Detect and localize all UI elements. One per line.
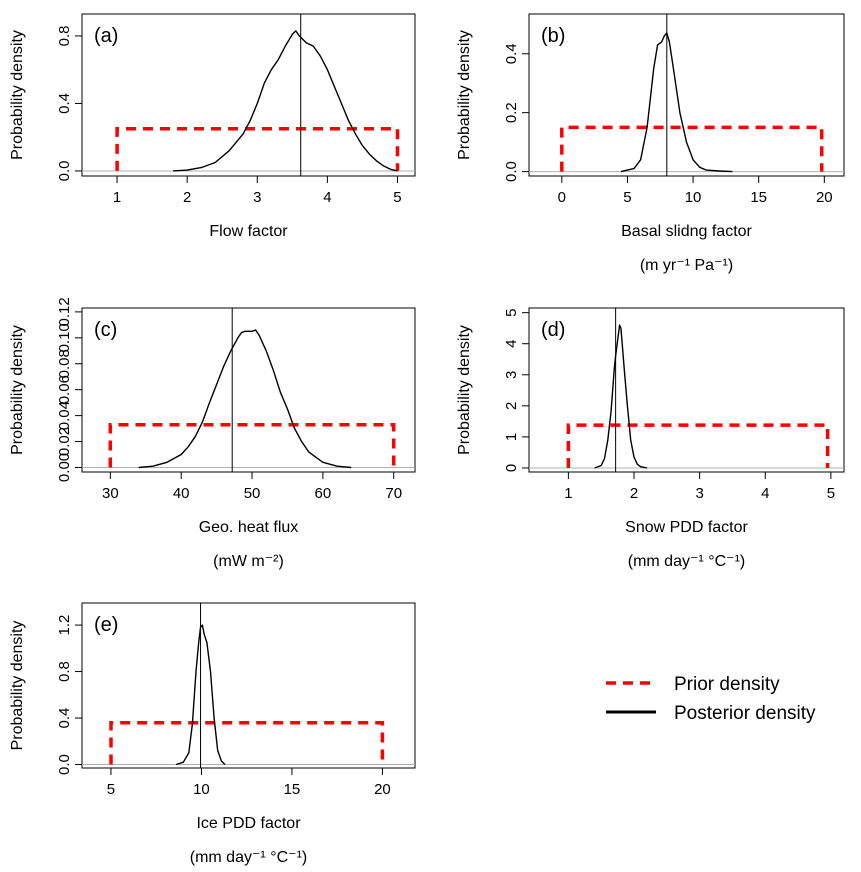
y-axis-title: Probability density bbox=[456, 325, 473, 455]
posterior-density-line bbox=[620, 32, 733, 173]
panel-label: (b) bbox=[541, 25, 565, 47]
panel-label: (e) bbox=[94, 614, 118, 636]
posterior-density-line bbox=[138, 329, 352, 469]
y-tick-label: 0.8 bbox=[56, 661, 73, 682]
x-tick-label: 60 bbox=[315, 485, 332, 502]
x-tick-label: 5 bbox=[827, 485, 835, 502]
y-tick-label: 5 bbox=[503, 308, 520, 316]
y-tick-label: 0 bbox=[503, 464, 520, 472]
x-tick-label: 1 bbox=[564, 485, 572, 502]
x-axis-title: Flow factor bbox=[209, 223, 288, 240]
panel-1: 1 2 3 4 5 0.0 0.4 0.8 Probability density Flow fa… bbox=[9, 13, 416, 240]
y-tick-label: 0.02 bbox=[56, 427, 73, 456]
legend-label: Posterior density bbox=[674, 703, 816, 724]
x-tick-label: 5 bbox=[393, 189, 401, 206]
y-tick-label: 0.2 bbox=[503, 102, 520, 123]
x-tick-label: 0 bbox=[558, 189, 566, 206]
x-tick-label: 3 bbox=[695, 485, 703, 502]
prior-density-line bbox=[108, 422, 396, 468]
y-tick-label: 0.10 bbox=[56, 323, 73, 352]
plot-frame bbox=[81, 13, 416, 177]
x-tick-label: 10 bbox=[193, 781, 210, 798]
y-tick-label: 0.4 bbox=[56, 708, 73, 729]
x-tick-label: 2 bbox=[183, 189, 191, 206]
plot-frame bbox=[528, 13, 845, 177]
y-tick-label: 0.06 bbox=[56, 375, 73, 404]
x-tick-label: 20 bbox=[816, 189, 833, 206]
x-axis-unit: (mm day⁻¹ °C⁻¹) bbox=[628, 553, 746, 570]
prior-density-line bbox=[109, 720, 385, 765]
x-tick-label: 10 bbox=[685, 189, 702, 206]
x-axis-title: Geo. heat flux bbox=[199, 519, 299, 536]
x-tick-label: 4 bbox=[323, 189, 331, 206]
panel-label: (c) bbox=[94, 319, 117, 341]
y-tick-label: 0.4 bbox=[56, 93, 73, 114]
x-tick-label: 20 bbox=[374, 781, 391, 798]
panel-label: (d) bbox=[541, 319, 565, 341]
x-axis-title: Ice PDD factor bbox=[196, 815, 301, 832]
panel-5: 5 10 15 20 0.0 0.4 0.8 1.2 Probability density Ic… bbox=[9, 602, 416, 866]
x-tick-label: 5 bbox=[623, 189, 631, 206]
x-tick-label: 3 bbox=[253, 189, 261, 206]
y-axis-title: Probability density bbox=[456, 30, 473, 160]
x-tick-label: 1 bbox=[113, 189, 121, 206]
x-tick-label: 15 bbox=[284, 781, 301, 798]
y-tick-label: 0.08 bbox=[56, 349, 73, 378]
x-tick-label: 70 bbox=[385, 485, 402, 502]
x-tick-label: 5 bbox=[107, 781, 115, 798]
panel-4: 1 2 3 4 5 0 1 2 3 4 5 Probability density Snow PDD f… bbox=[456, 307, 845, 570]
plot-frame bbox=[81, 307, 416, 473]
y-tick-label: 1 bbox=[503, 433, 520, 441]
y-tick-label: 1.2 bbox=[56, 615, 73, 636]
y-tick-label: 4 bbox=[503, 340, 520, 348]
y-tick-label: 0.04 bbox=[56, 401, 73, 430]
legend-label: Prior density bbox=[674, 674, 780, 695]
posterior-density-line bbox=[175, 624, 226, 766]
y-tick-label: 0.8 bbox=[56, 26, 73, 47]
prior-density-line bbox=[560, 125, 824, 172]
x-axis-unit: (m yr⁻¹ Pa⁻¹) bbox=[640, 257, 733, 274]
panel-3: 30 40 50 60 70 0.000.020.040.060.080.100.12 Pr… bbox=[9, 297, 416, 570]
plot-frame bbox=[81, 602, 416, 769]
x-tick-label: 50 bbox=[244, 485, 261, 502]
x-tick-label: 40 bbox=[173, 485, 190, 502]
prior-density-line bbox=[566, 423, 830, 468]
y-tick-label: 3 bbox=[503, 371, 520, 379]
y-tick-label: 0.0 bbox=[56, 754, 73, 775]
plot-frame bbox=[528, 307, 845, 473]
legend: Prior density Posterior density bbox=[606, 674, 816, 724]
y-tick-label: 2 bbox=[503, 402, 520, 410]
panel-label: (a) bbox=[94, 25, 118, 47]
y-tick-label: 0.4 bbox=[503, 43, 520, 64]
y-axis-title: Probability density bbox=[9, 621, 26, 751]
y-axis-title: Probability density bbox=[9, 325, 26, 455]
x-tick-label: 2 bbox=[630, 485, 638, 502]
x-axis-title: Basal slidng factor bbox=[621, 223, 752, 240]
y-tick-label: 0.0 bbox=[56, 161, 73, 182]
x-axis-unit: (mW m⁻²) bbox=[213, 553, 284, 570]
x-tick-label: 15 bbox=[750, 189, 767, 206]
x-tick-label: 30 bbox=[102, 485, 119, 502]
y-tick-label: 0.00 bbox=[56, 453, 73, 482]
posterior-density-line bbox=[594, 324, 648, 469]
panel-2: 0 5 10 15 20 0.0 0.2 0.4 Probability density Basa… bbox=[456, 13, 845, 274]
x-axis-unit: (mm day⁻¹ °C⁻¹) bbox=[190, 849, 308, 866]
y-tick-label: 0.12 bbox=[56, 297, 73, 326]
x-tick-label: 4 bbox=[761, 485, 769, 502]
y-axis-title: Probability density bbox=[9, 30, 26, 160]
x-axis-title: Snow PDD factor bbox=[625, 519, 748, 536]
posterior-density-line bbox=[173, 30, 398, 172]
prior-density-line bbox=[115, 127, 400, 171]
y-tick-label: 0.0 bbox=[503, 161, 520, 182]
